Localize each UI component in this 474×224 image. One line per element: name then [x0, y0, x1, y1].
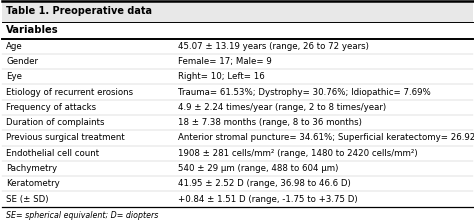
Text: 45.07 ± 13.19 years (range, 26 to 72 years): 45.07 ± 13.19 years (range, 26 to 72 yea…: [178, 42, 369, 51]
Text: 1908 ± 281 cells/mm² (range, 1480 to 2420 cells/mm²): 1908 ± 281 cells/mm² (range, 1480 to 242…: [178, 149, 418, 158]
Text: Female= 17; Male= 9: Female= 17; Male= 9: [178, 57, 272, 66]
Text: Right= 10; Left= 16: Right= 10; Left= 16: [178, 72, 265, 81]
Text: Frequency of attacks: Frequency of attacks: [6, 103, 96, 112]
Text: SE= spherical equivalent; D= diopters: SE= spherical equivalent; D= diopters: [6, 211, 158, 220]
Text: 540 ± 29 μm (range, 488 to 604 μm): 540 ± 29 μm (range, 488 to 604 μm): [178, 164, 339, 173]
Text: Duration of complaints: Duration of complaints: [6, 118, 105, 127]
Text: 41.95 ± 2.52 D (range, 36.98 to 46.6 D): 41.95 ± 2.52 D (range, 36.98 to 46.6 D): [178, 179, 351, 188]
Text: Endothelial cell count: Endothelial cell count: [6, 149, 99, 158]
Text: SE (± SD): SE (± SD): [6, 195, 49, 204]
Text: Previous surgical treatment: Previous surgical treatment: [6, 134, 125, 142]
Text: Age: Age: [6, 42, 23, 51]
Text: 18 ± 7.38 months (range, 8 to 36 months): 18 ± 7.38 months (range, 8 to 36 months): [178, 118, 362, 127]
Text: Table 1. Preoperative data: Table 1. Preoperative data: [6, 6, 152, 16]
Text: Pachymetry: Pachymetry: [6, 164, 57, 173]
Bar: [2, 1, 473, 22]
Text: Keratometry: Keratometry: [6, 179, 60, 188]
Text: Etiology of recurrent erosions: Etiology of recurrent erosions: [6, 88, 133, 97]
Text: Eye: Eye: [6, 72, 22, 81]
Text: Gender: Gender: [6, 57, 38, 66]
Text: Variables: Variables: [6, 25, 59, 35]
Text: +0.84 ± 1.51 D (range, -1.75 to +3.75 D): +0.84 ± 1.51 D (range, -1.75 to +3.75 D): [178, 195, 358, 204]
Text: 4.9 ± 2.24 times/year (range, 2 to 8 times/year): 4.9 ± 2.24 times/year (range, 2 to 8 tim…: [178, 103, 386, 112]
Text: Trauma= 61.53%; Dystrophy= 30.76%; Idiopathic= 7.69%: Trauma= 61.53%; Dystrophy= 30.76%; Idiop…: [178, 88, 431, 97]
Text: Anterior stromal puncture= 34.61%; Superficial keratectomy= 26.92%: Anterior stromal puncture= 34.61%; Super…: [178, 134, 474, 142]
